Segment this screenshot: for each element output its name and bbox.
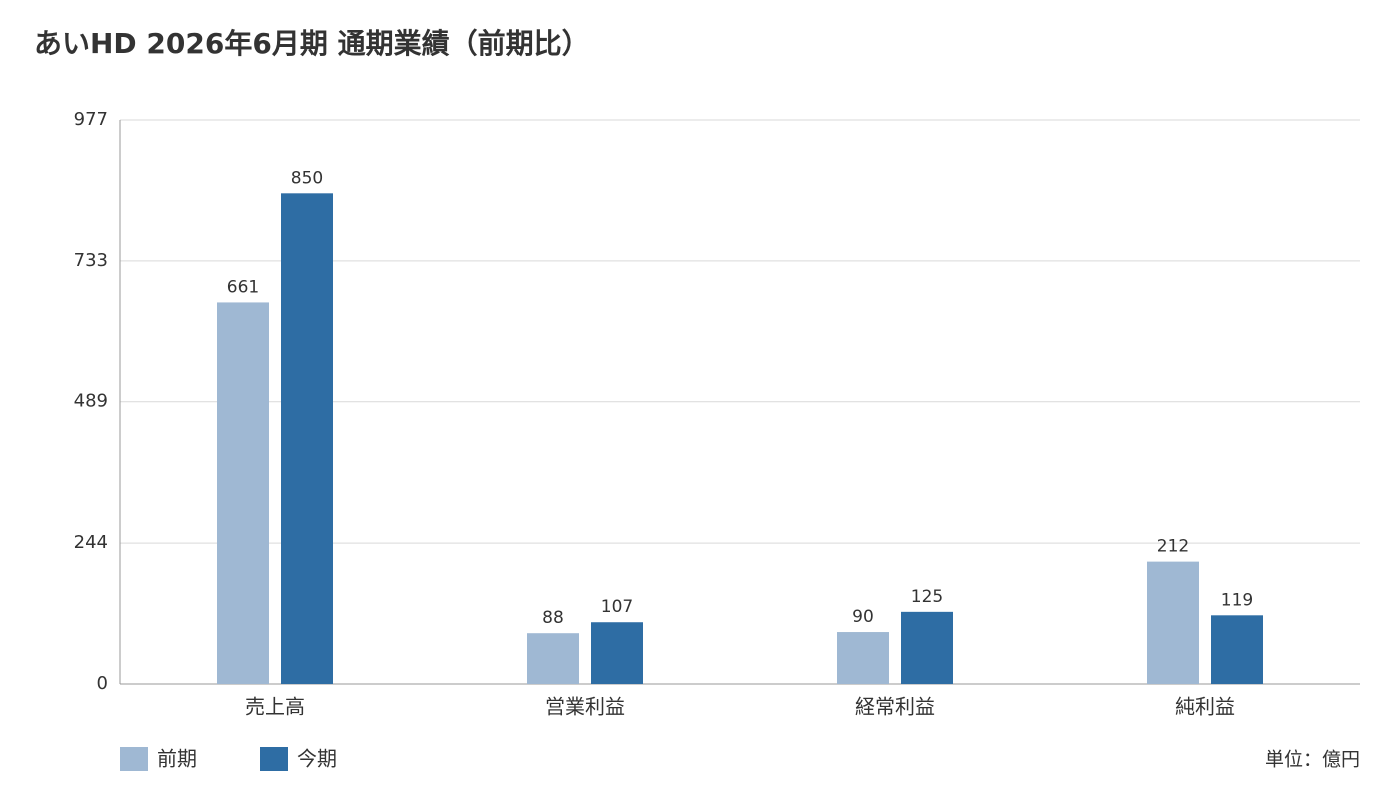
y-tick-label: 977 xyxy=(74,109,108,130)
x-tick-label: 売上高 xyxy=(245,695,305,719)
value-label: 119 xyxy=(1221,590,1253,610)
legend-swatch xyxy=(120,747,148,771)
value-label: 850 xyxy=(291,168,323,188)
bar xyxy=(527,633,579,684)
value-label: 90 xyxy=(852,607,874,627)
bar xyxy=(1147,561,1199,684)
bar xyxy=(901,611,953,684)
y-tick-label: 244 xyxy=(74,532,108,553)
legend-label: 前期 xyxy=(157,747,197,771)
y-tick-label: 489 xyxy=(74,391,108,412)
bar xyxy=(837,632,889,684)
value-label: 212 xyxy=(1157,537,1189,557)
value-label: 125 xyxy=(911,587,943,607)
x-tick-label: 営業利益 xyxy=(545,695,625,719)
y-tick-label: 733 xyxy=(74,250,108,271)
value-label: 107 xyxy=(601,597,633,617)
legend-swatch xyxy=(260,747,288,771)
chart-title: あいHD 2026年6月期 通期業績（前期比） xyxy=(34,27,590,60)
unit-label: 単位：億円 xyxy=(1265,749,1360,771)
x-tick-label: 経常利益 xyxy=(855,695,935,719)
y-tick-label: 0 xyxy=(97,673,108,694)
bar xyxy=(281,193,333,685)
value-label: 88 xyxy=(542,608,564,628)
bar xyxy=(1211,615,1263,684)
legend-label: 今期 xyxy=(297,747,337,771)
x-tick-label: 純利益 xyxy=(1175,695,1235,719)
bar xyxy=(217,302,269,684)
value-label: 661 xyxy=(227,277,259,297)
bar xyxy=(591,622,643,684)
